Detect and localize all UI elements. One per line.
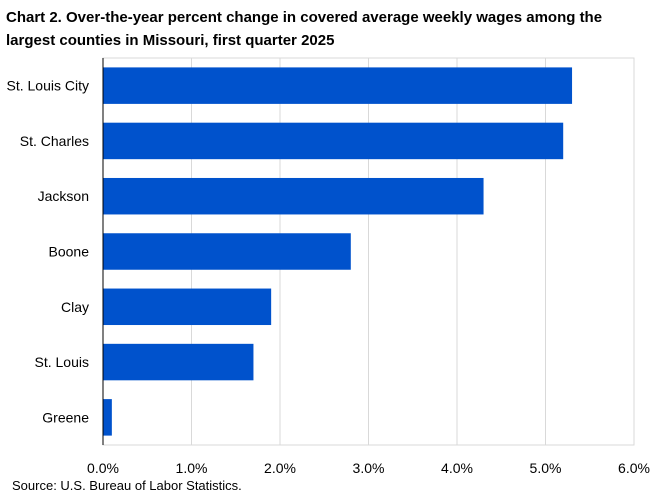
bar xyxy=(103,233,351,270)
bar xyxy=(103,177,484,215)
category-label: Greene xyxy=(42,409,89,425)
category-label: St. Louis City xyxy=(7,78,89,94)
category-label: St. Louis xyxy=(35,354,89,370)
category-label: Jackson xyxy=(38,188,89,204)
bar xyxy=(103,399,112,436)
chart-title: Chart 2. Over-the-year percent change in… xyxy=(6,9,603,49)
category-label: Clay xyxy=(61,299,89,315)
x-tick-label: 3.0% xyxy=(353,460,385,476)
x-tick-label: 0.0% xyxy=(87,460,119,476)
x-axis-tick-labels: 0.0% 1.0% 2.0% 3.0% 4.0% 5.0% 6.0% xyxy=(87,460,650,476)
bar xyxy=(103,122,564,160)
source-note: Source: U.S. Bureau of Labor Statistics. xyxy=(12,478,242,493)
category-labels: St. Louis City St. Charles Jackson Boone Cla… xyxy=(7,78,90,426)
x-tick-label: 2.0% xyxy=(264,460,296,476)
category-label: St. Charles xyxy=(20,133,89,149)
bar xyxy=(103,343,254,381)
x-tick-label: 4.0% xyxy=(441,460,473,476)
x-tick-label: 5.0% xyxy=(530,460,562,476)
category-label: Boone xyxy=(49,244,90,260)
x-tick-label: 1.0% xyxy=(176,460,208,476)
bar xyxy=(103,67,573,104)
x-tick-label: 6.0% xyxy=(618,460,650,476)
bars xyxy=(103,67,573,436)
bar xyxy=(103,288,272,326)
